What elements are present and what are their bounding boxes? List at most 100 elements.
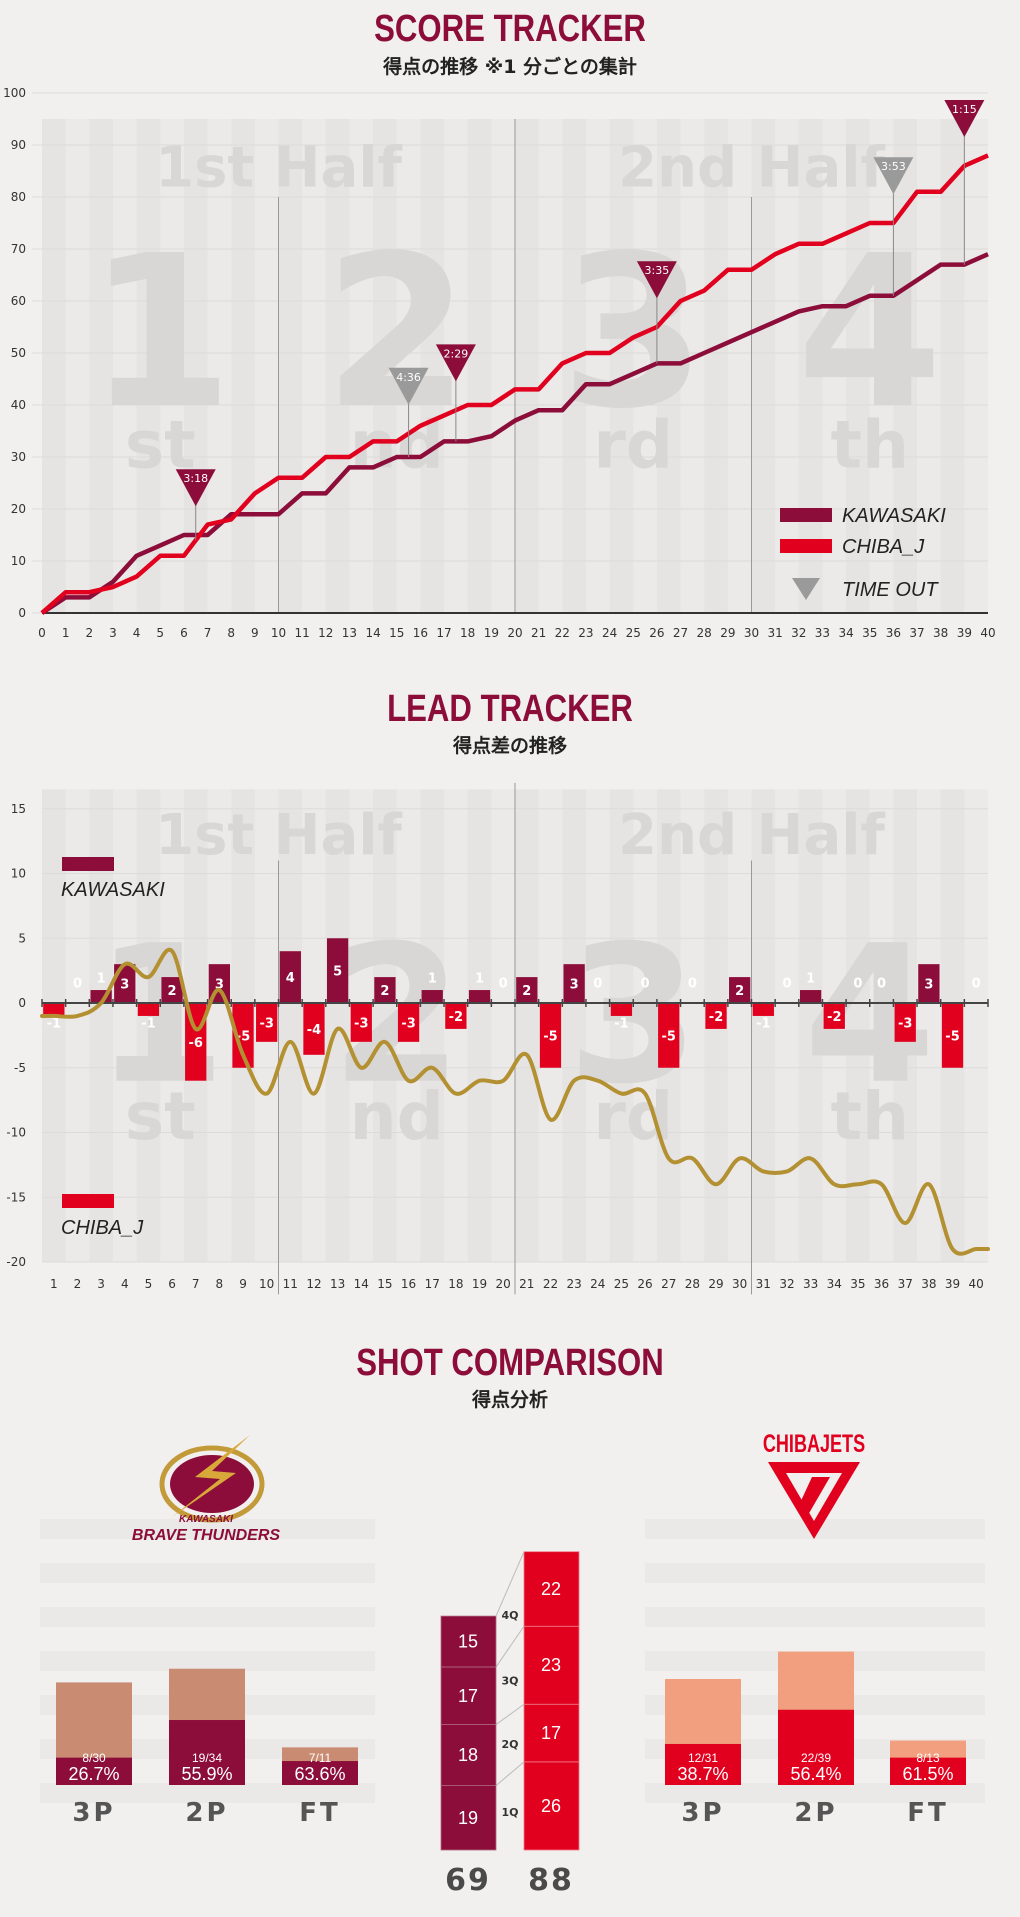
score-x-tick: 32 xyxy=(791,626,806,640)
quarter-label: 1Q xyxy=(501,1806,518,1819)
score-y-tick: 60 xyxy=(11,294,26,308)
score-stripe xyxy=(231,119,255,613)
score-x-tick: 39 xyxy=(957,626,972,640)
chiba-lead-bar xyxy=(658,1003,680,1068)
lead-bar-label: 0 xyxy=(73,976,82,991)
lead-bar-label: 0 xyxy=(593,976,602,991)
score-stripe xyxy=(846,119,870,613)
score-x-tick: 18 xyxy=(460,626,475,640)
lead-x-tick: 14 xyxy=(354,1277,369,1291)
chiba-lead-bar xyxy=(823,1003,845,1029)
legend-label-timeout: TIME OUT xyxy=(842,579,939,601)
kawasaki-shot-fraction: 7/11 xyxy=(309,1751,332,1765)
score-stripe xyxy=(704,119,728,613)
score-stripe xyxy=(136,119,161,613)
lead-bar-label: 5 xyxy=(333,965,342,980)
score-x-tick: 33 xyxy=(815,626,830,640)
lead-x-tick: 27 xyxy=(661,1277,676,1291)
lead-y-tick: 10 xyxy=(11,867,26,881)
legend-label-chiba: CHIBA_J xyxy=(842,536,925,558)
kawasaki-logo-line2: BRAVE THUNDERS xyxy=(132,1527,280,1544)
lead-stripe xyxy=(136,789,161,1262)
lead-stripe xyxy=(325,789,350,1262)
lead-x-tick: 15 xyxy=(377,1277,392,1291)
score-stripe xyxy=(515,119,539,613)
chiba-lead-bar xyxy=(350,1003,372,1042)
lead-x-tick: 25 xyxy=(614,1277,629,1291)
lead-y-tick: 15 xyxy=(11,802,26,816)
score-y-tick: 100 xyxy=(3,86,26,100)
chiba-logo-stroke xyxy=(800,1477,830,1515)
score-x-tick: 14 xyxy=(365,626,380,640)
kawasaki-logo-disc xyxy=(170,1455,254,1513)
timeout-triangle xyxy=(175,469,216,507)
timeout-label: 3:18 xyxy=(183,472,208,485)
score-x-tick: 12 xyxy=(318,626,333,640)
score-x-tick: 26 xyxy=(649,626,664,640)
score-x-tick: 19 xyxy=(484,626,499,640)
lead-x-tick: 35 xyxy=(850,1277,865,1291)
score-tracker-title: SCORE TRACKER xyxy=(374,8,646,50)
lead-x-tick: 7 xyxy=(192,1277,200,1291)
chiba-score-line xyxy=(40,153,989,615)
kawasaki-lead-bar xyxy=(729,977,751,1003)
score-x-tick: 9 xyxy=(251,626,259,640)
lead-x-tick: 13 xyxy=(330,1277,345,1291)
score-x-tick: 0 xyxy=(38,626,46,640)
kawasaki-lead-bar xyxy=(279,951,301,1003)
lead-bar-label: 3 xyxy=(924,978,933,993)
quarter-suffix-bg: rd xyxy=(593,406,673,483)
timeout-triangle xyxy=(873,157,914,195)
score-x-tick: 10 xyxy=(271,626,286,640)
score-x-tick: 1 xyxy=(62,626,70,640)
lead-x-tick: 32 xyxy=(779,1277,794,1291)
kawasaki-made-bar xyxy=(282,1761,358,1785)
lead-stripe xyxy=(42,789,66,1262)
score-stripe xyxy=(893,119,918,613)
kawasaki-shot-pct: 55.9% xyxy=(181,1764,232,1784)
lead-x-tick: 5 xyxy=(145,1277,153,1291)
shot-bg-stripe xyxy=(40,1563,375,1583)
chiba-shot-category: 2P xyxy=(794,1798,837,1828)
kawasaki-quarter-segment xyxy=(440,1785,497,1851)
shot-bg-stripe xyxy=(40,1651,375,1671)
chiba-quarter-segment xyxy=(523,1703,580,1763)
lead-stripe xyxy=(420,789,445,1262)
kawasaki-shot-category: 3P xyxy=(72,1798,115,1828)
kawasaki-quarter-points: 18 xyxy=(458,1745,478,1765)
legend-timeout-icon xyxy=(792,578,820,600)
quarter-number-bg: 1 xyxy=(87,210,233,455)
lead-x-tick: 30 xyxy=(732,1277,747,1291)
score-stripe xyxy=(89,119,113,613)
lead-bar-label: 3 xyxy=(570,978,579,993)
lead-x-tick: 1 xyxy=(50,1277,58,1291)
score-x-tick: 2 xyxy=(85,626,93,640)
timeout-label: 1:15 xyxy=(952,103,977,116)
kawasaki-lead-bar xyxy=(563,964,585,1003)
score-stripe xyxy=(656,119,681,613)
score-x-tick: 29 xyxy=(720,626,735,640)
chiba-lead-bar xyxy=(232,1003,254,1068)
lead-x-tick: 11 xyxy=(283,1277,298,1291)
score-x-tick: 27 xyxy=(673,626,688,640)
lead-x-tick: 22 xyxy=(543,1277,558,1291)
quarter-suffix-bg: th xyxy=(830,1078,909,1155)
chiba-lead-bar xyxy=(303,1003,325,1055)
chiba-lead-bar xyxy=(941,1003,964,1068)
score-stripe xyxy=(467,119,492,613)
lead-x-tick: 24 xyxy=(590,1277,605,1291)
lead-bar-label: -3 xyxy=(259,1016,273,1031)
score-x-tick: 21 xyxy=(531,626,546,640)
lead-bar-label: -1 xyxy=(614,1017,628,1032)
quarter-label: 2Q xyxy=(501,1738,518,1751)
score-x-tick: 20 xyxy=(507,626,522,640)
score-stripe xyxy=(609,119,634,613)
half-label-bg: 1st Half xyxy=(155,803,402,868)
lead-bar-label: -1 xyxy=(756,1017,770,1032)
kawasaki-lead-bar xyxy=(421,990,443,1003)
lead-y-tick: -10 xyxy=(6,1126,26,1140)
chiba-lead-bar xyxy=(43,1003,65,1016)
lead-y-tick: -5 xyxy=(14,1061,26,1075)
legend-label-chiba: CHIBA_J xyxy=(61,1217,144,1239)
